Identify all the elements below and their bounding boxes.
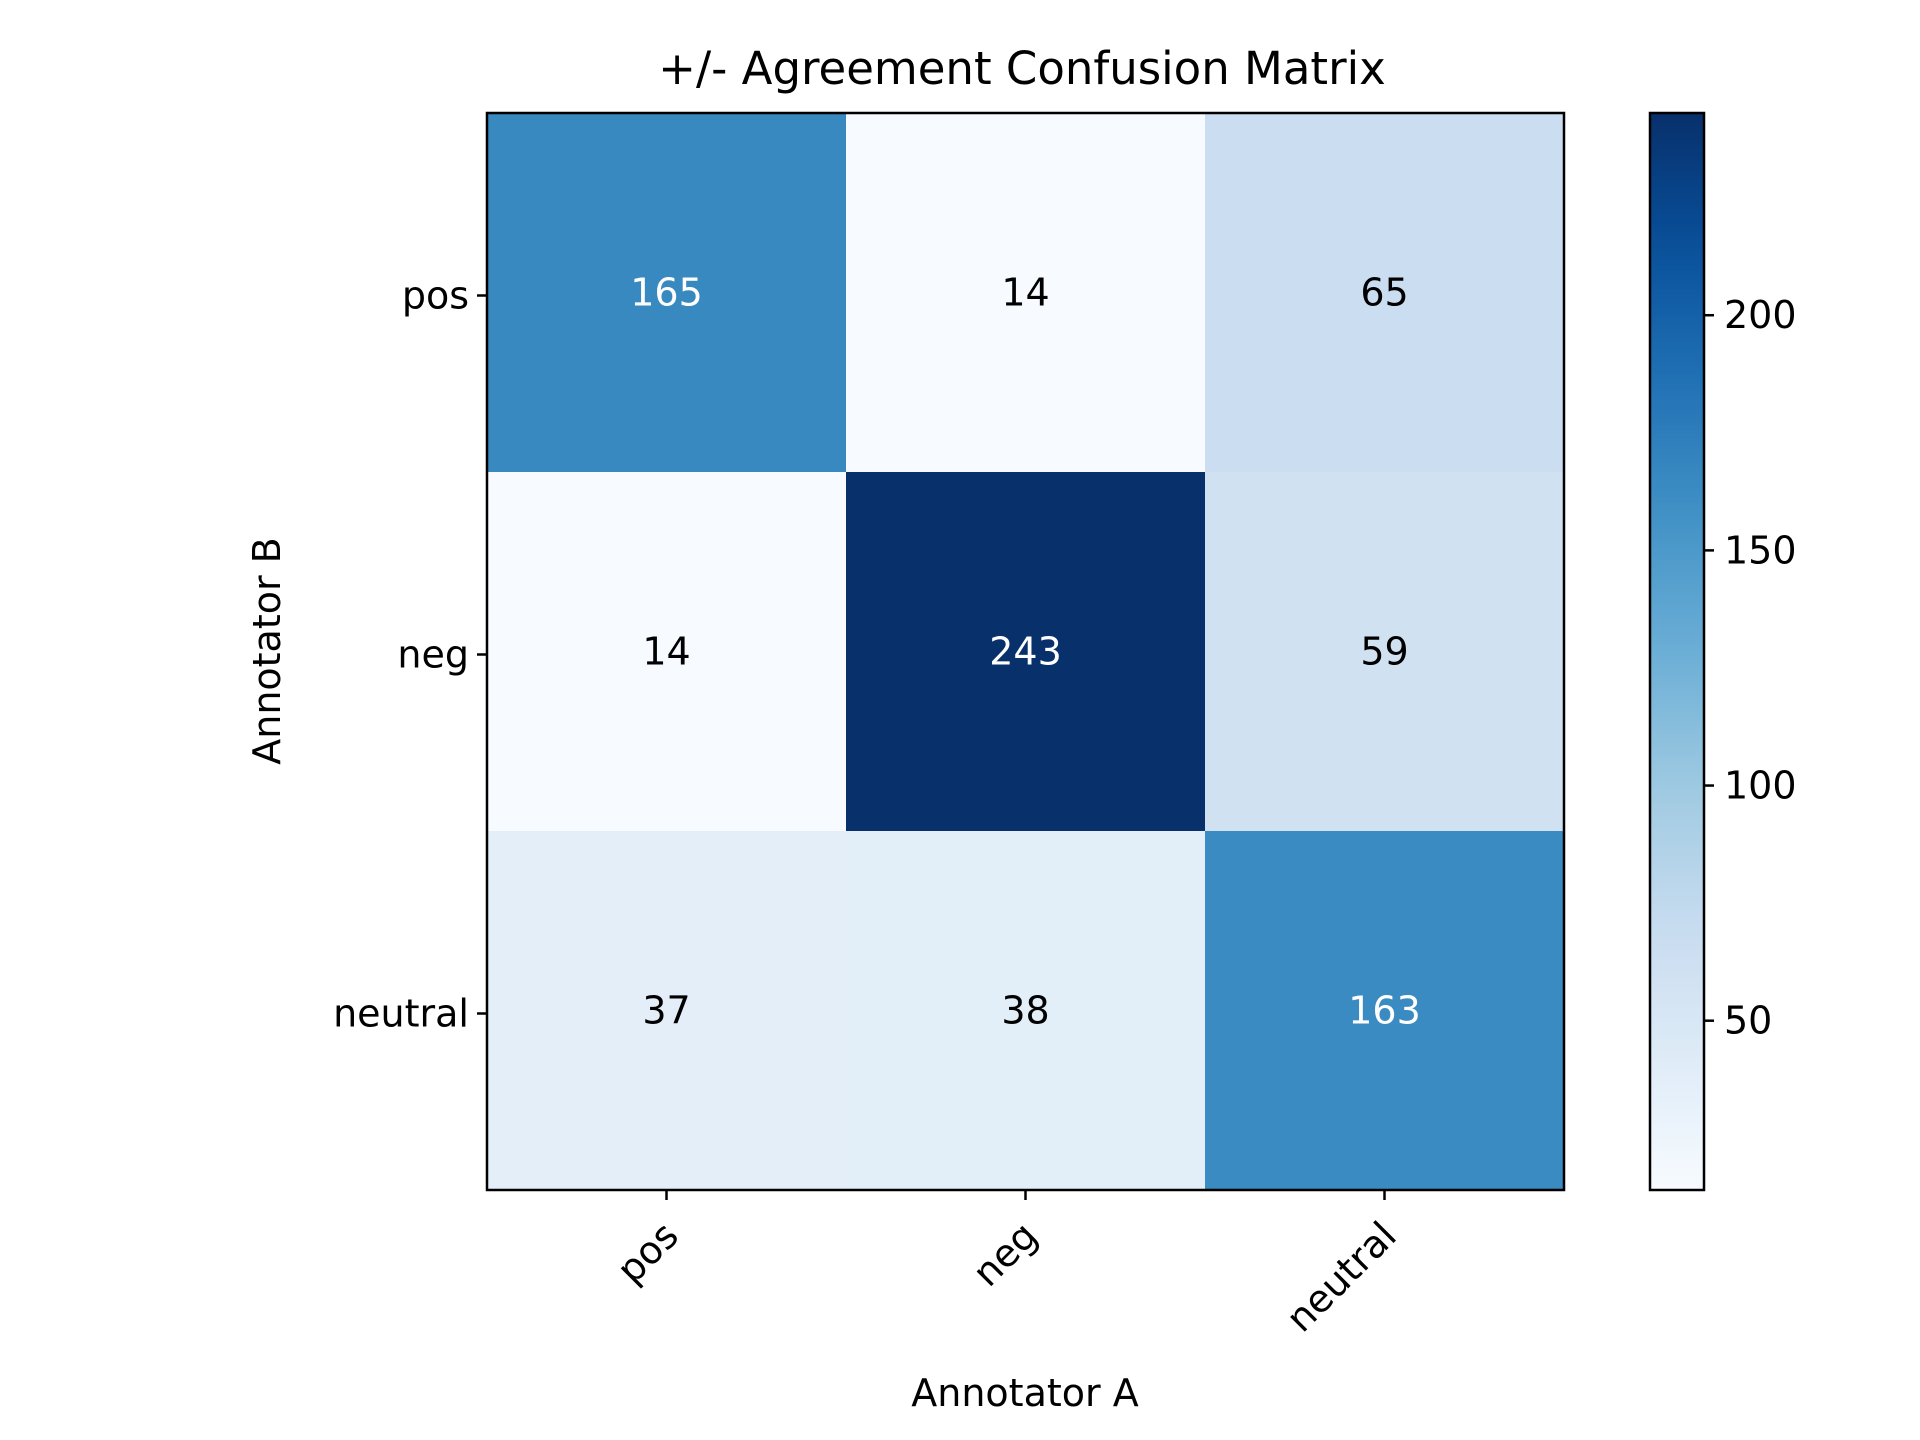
cell-value-label: 38 — [1001, 989, 1049, 1033]
y-tick-label: neg — [397, 633, 469, 677]
heatmap-cell — [487, 472, 847, 832]
heatmap-cell — [1205, 113, 1565, 473]
heatmap-cell-labels: 165 14 65 14 243 59 37 38 163 — [630, 271, 1421, 1033]
cell-value-label: 59 — [1360, 630, 1408, 674]
cell-value-label: 14 — [642, 630, 690, 674]
chart-title: +/- Agreement Confusion Matrix — [658, 42, 1385, 95]
heatmap-cell — [846, 831, 1206, 1191]
x-axis-label: Annotator A — [911, 1371, 1138, 1415]
colorbar-tick-label: 100 — [1724, 764, 1797, 808]
x-tick-label: neutral — [1278, 1213, 1405, 1340]
heatmap-cell — [487, 113, 847, 473]
heatmap-cell — [487, 831, 847, 1191]
colorbar-tick-label: 200 — [1724, 293, 1797, 337]
x-tick-label: neg — [964, 1213, 1046, 1295]
colorbar-tick-label: 50 — [1724, 999, 1772, 1043]
cell-value-label: 165 — [630, 271, 703, 315]
y-axis-label: Annotator B — [245, 537, 289, 765]
colorbar-tick-label: 150 — [1724, 528, 1797, 572]
cell-value-label: 65 — [1360, 271, 1408, 315]
heatmap-cell — [1205, 472, 1565, 832]
y-tick-label: neutral — [333, 992, 469, 1036]
y-axis-ticks: pos neg neutral — [333, 274, 487, 1036]
cell-value-label: 243 — [989, 630, 1062, 674]
x-axis-ticks: pos neg neutral — [608, 1190, 1405, 1340]
y-tick-label: pos — [402, 274, 469, 318]
cell-value-label: 37 — [642, 989, 690, 1033]
colorbar-ticks: 50 100 150 200 — [1704, 293, 1797, 1043]
x-tick-label: pos — [608, 1213, 687, 1292]
colorbar — [1648, 111, 1706, 1192]
heatmap-cell — [1205, 831, 1565, 1191]
heatmap-cells — [487, 113, 1565, 1191]
cell-value-label: 163 — [1348, 989, 1421, 1033]
cell-value-label: 14 — [1001, 271, 1049, 315]
heatmap-cell — [846, 472, 1206, 832]
heatmap-cell — [846, 113, 1206, 473]
